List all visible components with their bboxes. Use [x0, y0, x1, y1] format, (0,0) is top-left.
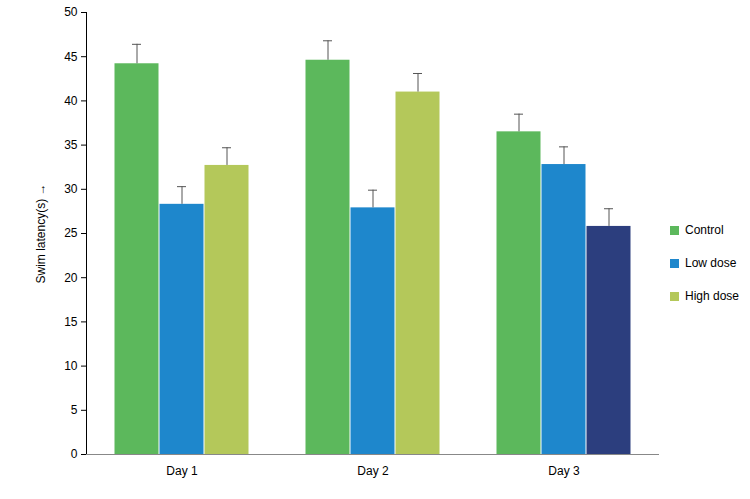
- svg-text:45: 45: [64, 50, 78, 64]
- svg-text:Day 2: Day 2: [357, 464, 389, 478]
- html-text:Control: Control: [685, 223, 724, 237]
- svg-text:40: 40: [64, 94, 78, 108]
- svg-text:25: 25: [64, 226, 78, 240]
- html-text:High dose: High dose: [685, 289, 739, 303]
- svg-text:5: 5: [71, 403, 78, 417]
- svg-text:20: 20: [64, 271, 78, 285]
- svg-text:10: 10: [64, 359, 78, 373]
- svg-text:30: 30: [64, 182, 78, 196]
- svg-text:35: 35: [64, 138, 78, 152]
- svg-text:0: 0: [71, 447, 78, 461]
- svg-text:Day 1: Day 1: [166, 464, 198, 478]
- svg-text:Swim latency(s) →: Swim latency(s) →: [34, 183, 48, 283]
- svg-text:50: 50: [64, 5, 78, 19]
- svg-text:Day 3: Day 3: [548, 464, 580, 478]
- svg-text:15: 15: [64, 315, 78, 329]
- html-text:Low dose: Low dose: [685, 256, 737, 270]
